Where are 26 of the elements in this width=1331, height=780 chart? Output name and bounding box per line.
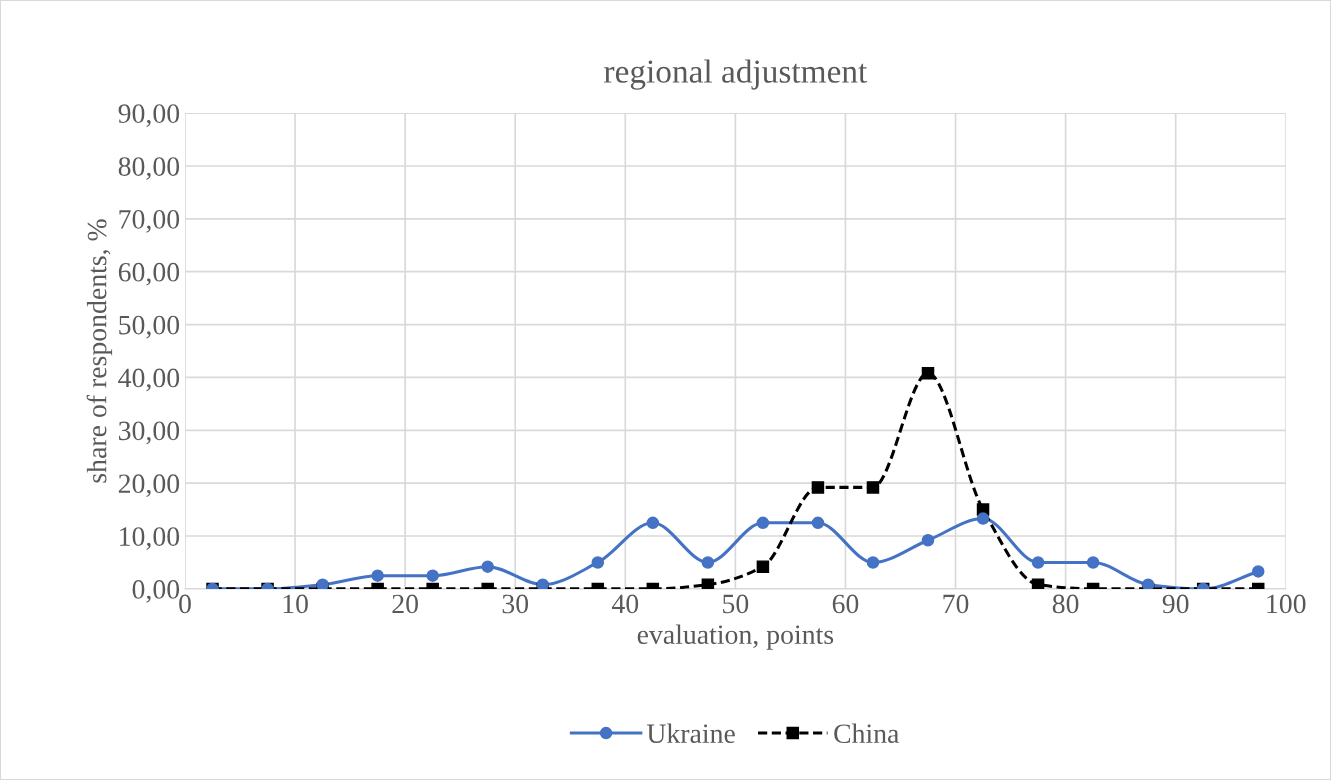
legend-label: China [834,723,900,744]
y-tick-label: 20,00 [118,474,180,498]
y-axis-title: share of respondents, % [86,219,113,483]
x-tick-label: 40 [611,594,639,614]
y-tick-label: 90,00 [118,104,180,128]
y-tick-label: 40,00 [118,368,180,392]
x-tick-label: 0 [179,594,191,614]
x-tick-label: 30 [502,594,529,614]
x-tick-label: 60 [832,594,859,614]
y-tick-label: 50,00 [119,315,180,339]
x-tick-label: 50 [723,594,749,614]
y-tick-label: 70,00 [119,210,180,233]
y-tick-label: 60,00 [118,262,180,286]
chart-title: regional adjustment [604,59,868,90]
x-tick-label: 100 [1267,594,1306,614]
y-tick-label: 30,00 [118,421,180,445]
x-tick-label: 90 [1162,594,1189,614]
x-tick-label: 20 [392,594,418,614]
legend-label: Ukraine [646,723,735,744]
y-tick-label: 80,00 [118,157,180,180]
x-tick-label: 80 [1052,594,1079,614]
x-tick-label: 10 [283,594,308,614]
y-tick-label: 0,00 [132,580,180,603]
y-tick-label: 10,00 [120,527,180,550]
x-axis-title: evaluation, points [637,624,834,650]
x-tick-label: 70 [943,594,969,614]
